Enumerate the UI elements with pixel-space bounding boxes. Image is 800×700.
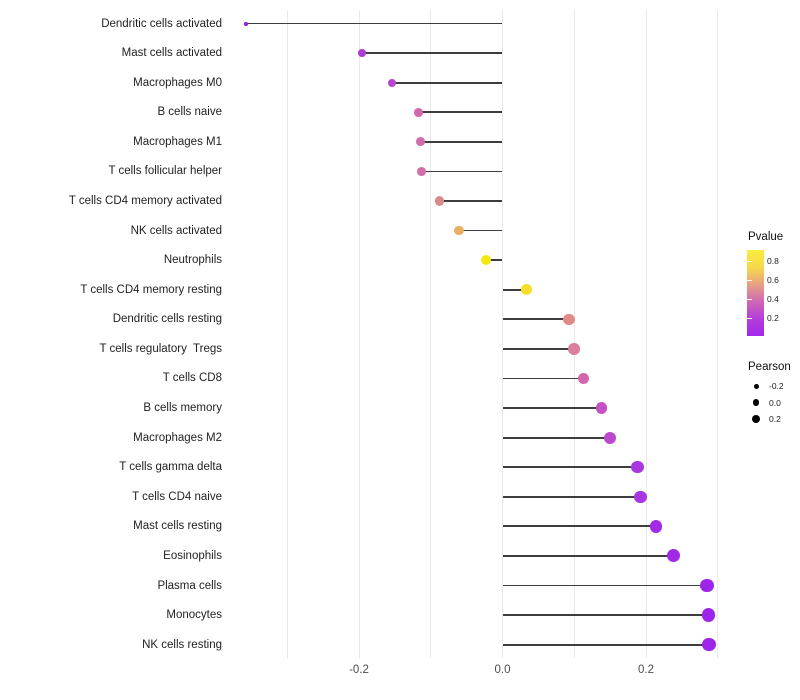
lollipop-stem	[485, 259, 503, 262]
gridline	[573, 10, 575, 658]
colorbar-tick-mark	[747, 318, 752, 320]
data-point	[387, 78, 397, 87]
data-point	[633, 490, 647, 504]
row-label: T cells regulatory Tregs	[99, 342, 222, 355]
lollipop-stem	[420, 140, 503, 143]
data-point	[358, 49, 366, 57]
colorbar-tick-label: 0.4	[767, 294, 779, 305]
row-label: Eosinophils	[163, 549, 222, 562]
colorbar-tick-label: 0.6	[767, 275, 779, 286]
row-label: T cells CD4 memory resting	[80, 283, 222, 296]
row-label: T cells CD4 naive	[132, 490, 222, 503]
gridline	[430, 10, 432, 658]
x-axis-tick-label: 0.0	[494, 664, 511, 676]
lollipop-stem	[418, 111, 503, 114]
lollipop-stem	[361, 52, 503, 54]
data-point	[604, 431, 617, 444]
lollipop-stem	[502, 407, 602, 409]
lollipop-stem	[439, 200, 503, 202]
data-point	[568, 343, 581, 355]
data-point	[563, 313, 575, 326]
pvalue-colorbar	[747, 250, 764, 336]
row-label: Mast cells activated	[121, 47, 222, 60]
lollipop-stem	[502, 643, 710, 646]
row-label: Neutrophils	[163, 254, 222, 267]
data-point	[243, 21, 248, 26]
row-label: NK cells resting	[142, 638, 222, 651]
lollipop-stem	[245, 22, 503, 25]
data-point	[702, 637, 716, 652]
data-point	[631, 460, 644, 474]
row-label: Plasma cells	[157, 579, 222, 592]
lollipop-stem	[502, 288, 527, 291]
row-label: Macrophages M2	[133, 431, 222, 444]
colorbar-tick-label: 0.2	[767, 313, 779, 324]
colorbar-tick-mark	[747, 261, 752, 263]
colorbar-tick-mark	[747, 299, 752, 301]
row-label: Macrophages M1	[133, 135, 222, 148]
row-label: Dendritic cells activated	[101, 17, 222, 30]
gridline	[717, 10, 719, 658]
pearson-legend-label: 0.2	[769, 414, 781, 424]
row-label: T cells follicular helper	[108, 165, 222, 178]
gridline	[286, 10, 288, 658]
data-point	[480, 255, 492, 266]
row-label: B cells naive	[157, 106, 222, 119]
data-point	[453, 225, 464, 236]
lollipop-stem	[458, 229, 503, 232]
lollipop-stem	[502, 466, 638, 469]
data-point	[700, 578, 714, 593]
row-label: Monocytes	[166, 609, 222, 622]
pearson-legend-label: -0.2	[769, 381, 784, 391]
row-label: T cells CD8	[162, 372, 222, 385]
colorbar-tick-mark	[747, 280, 752, 282]
pearson-legend-title: Pearson	[748, 361, 791, 373]
lollipop-stem	[502, 495, 641, 498]
pearson-legend-dot	[751, 414, 761, 424]
row-label: T cells gamma delta	[119, 461, 222, 474]
row-label: Mast cells resting	[133, 520, 222, 533]
lollipop-stem	[502, 555, 674, 557]
lollipop-stem	[502, 614, 709, 616]
pvalue-legend-title: Pvalue	[748, 231, 784, 243]
gridline	[502, 10, 503, 658]
lollipop-stem	[421, 170, 503, 173]
colorbar-tick-label: 0.8	[767, 256, 779, 267]
data-point	[649, 519, 663, 533]
gridline	[645, 10, 647, 658]
data-point	[595, 402, 608, 415]
data-point	[416, 166, 426, 176]
lollipop-stem	[502, 377, 584, 380]
data-point	[701, 608, 716, 622]
data-point	[414, 107, 423, 117]
data-point	[416, 137, 426, 147]
x-axis-tick-label: 0.2	[638, 664, 654, 676]
lollipop-stem	[392, 81, 503, 84]
data-point	[666, 549, 680, 563]
pearson-legend-label: 0.0	[769, 397, 781, 408]
x-axis-tick-label: -0.2	[349, 664, 369, 676]
lollipop-stem	[502, 525, 657, 528]
lollipop-stem	[502, 347, 575, 350]
lollipop-stem	[502, 436, 611, 439]
data-point	[520, 284, 532, 296]
lollipop-stem	[502, 584, 707, 587]
row-label: NK cells activated	[130, 224, 222, 237]
row-label: Macrophages M0	[133, 76, 222, 89]
data-point	[577, 372, 590, 385]
row-label: Dendritic cells resting	[112, 313, 222, 326]
lollipop-stem	[502, 318, 570, 321]
row-label: B cells memory	[143, 402, 222, 415]
data-point	[434, 196, 444, 206]
pearson-legend-dot	[753, 383, 759, 389]
pearson-legend-dot	[752, 399, 760, 406]
row-label: T cells CD4 memory activated	[68, 194, 222, 207]
gridline	[358, 10, 360, 658]
